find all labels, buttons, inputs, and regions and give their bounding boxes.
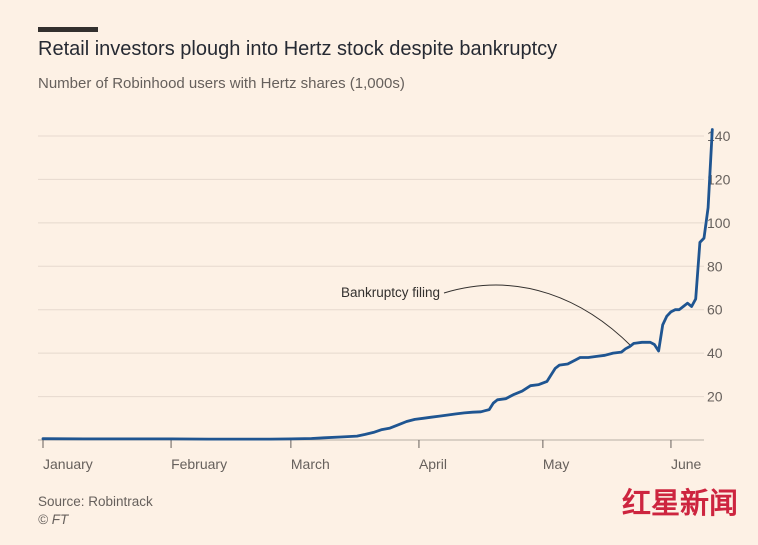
series-layer: [41, 128, 714, 441]
x-tick-label-june: June: [671, 456, 702, 472]
watermark-logo: 红星新闻: [622, 486, 738, 520]
annotation: Bankruptcy filing: [341, 284, 633, 347]
y-tick-label-100: 100: [707, 215, 731, 231]
y-tick-label-80: 80: [707, 258, 723, 274]
chart-subtitle: Number of Robinhood users with Hertz sha…: [38, 75, 405, 92]
chart-title: Retail investors plough into Hertz stock…: [38, 38, 558, 60]
x-tick-label-january: January: [43, 456, 93, 472]
copyright-note: © FT: [38, 512, 69, 527]
y-tick-label-40: 40: [707, 345, 723, 361]
y-tick-label-60: 60: [707, 302, 723, 318]
header-rule: [38, 27, 98, 32]
y-tick-label-120: 120: [707, 171, 731, 187]
annotation-leader-line: [443, 284, 633, 347]
x-axis-ticks: January February March April May June: [42, 440, 702, 472]
annotation-label: Bankruptcy filing: [341, 285, 440, 300]
series-line-0: [41, 128, 714, 441]
watermark-text: 红星新闻: [622, 486, 738, 520]
x-tick-label-may: May: [543, 456, 569, 472]
x-tick-label-february: February: [171, 456, 227, 472]
x-tick-label-april: April: [419, 456, 447, 472]
x-tick-label-march: March: [291, 456, 330, 472]
source-note: Source: Robintrack: [38, 494, 153, 509]
y-tick-label-20: 20: [707, 389, 723, 405]
gridlines: [38, 135, 704, 441]
